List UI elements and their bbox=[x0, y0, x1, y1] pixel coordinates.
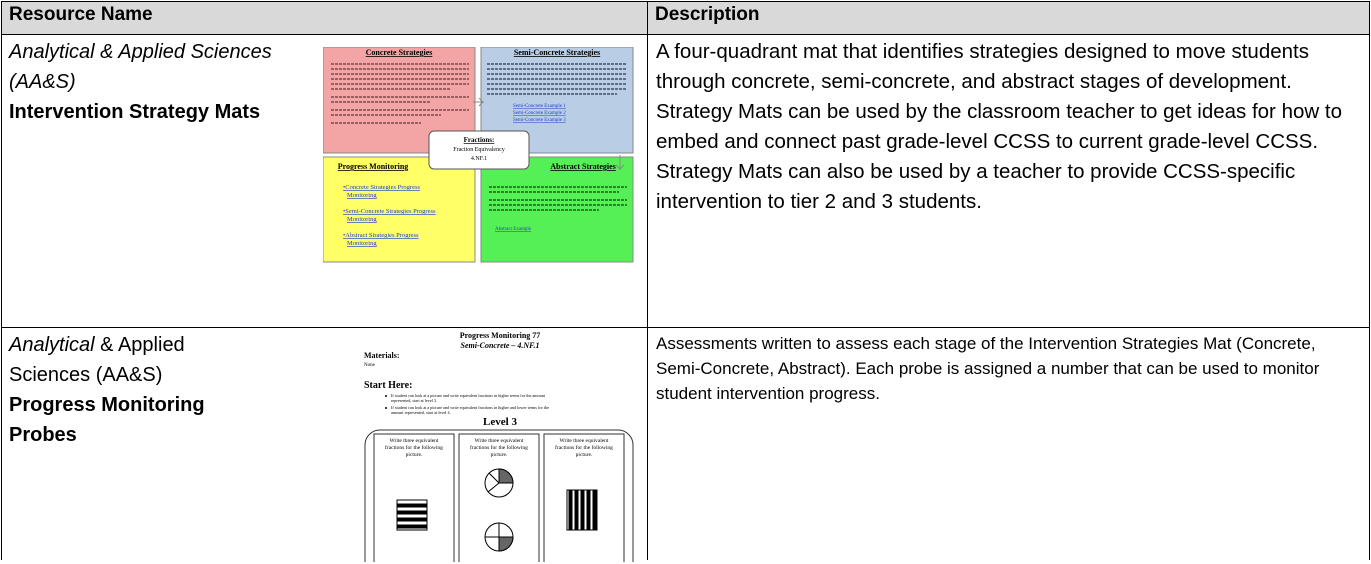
bullet-dot bbox=[385, 407, 387, 409]
filler-text bbox=[489, 186, 627, 211]
box-text: fractions for the following bbox=[470, 444, 528, 451]
header-cell: Description bbox=[647, 1, 1370, 35]
description-paragraph: A four-quadrant mat that identifies stra… bbox=[656, 40, 1309, 93]
link[interactable]: Abstract Example bbox=[495, 227, 532, 232]
label: Materials: bbox=[364, 351, 400, 360]
bullet-text: If student can look at a picture and wri… bbox=[391, 405, 549, 410]
link[interactable]: •Abstract Strategies Progress bbox=[343, 232, 419, 239]
arrow bbox=[473, 97, 485, 107]
row: Analytical & Applied Sciences (AA&S) Pro… bbox=[1, 327, 1370, 562]
description-paragraph: Strategy Mats can be used by the classro… bbox=[656, 100, 1342, 153]
quadrant-title: Concrete Strategies bbox=[366, 48, 433, 57]
box-text: fractions for the following bbox=[555, 444, 613, 451]
box bbox=[458, 433, 540, 562]
box-text: Write three equivalent bbox=[475, 438, 524, 444]
link[interactable]: •Semi-Concrete Strategies Progress bbox=[343, 208, 436, 215]
bars-picture bbox=[396, 499, 428, 531]
center-line: 4.NF.1 bbox=[471, 156, 487, 162]
box-text: Write three equivalent bbox=[390, 438, 439, 444]
link[interactable]: Semi-Concrete Example 3 bbox=[513, 118, 566, 123]
center-text: Fractions: Fraction Equivalency 4.NF.1 bbox=[453, 136, 504, 162]
name-bold: Progress Monitoring Probes bbox=[9, 394, 205, 446]
description-cell: Assessments written to assess each stage… bbox=[647, 327, 1370, 560]
name-bold: Intervention Strategy Mats bbox=[9, 101, 261, 123]
description-paragraph: Assessments written to assess each stage… bbox=[656, 334, 1320, 403]
center-line: Fractions: bbox=[464, 136, 495, 144]
link[interactable]: Monitoring bbox=[347, 216, 377, 223]
row: Analytical & Applied Sciences (AA&S) Int… bbox=[1, 34, 1370, 328]
arrow bbox=[615, 155, 625, 171]
name-italic: Analytical & Applied Sciences (AA&S) bbox=[9, 41, 272, 93]
header-row: Resource Name Description bbox=[1, 1, 1370, 35]
label: Start Here: bbox=[364, 380, 412, 391]
box-text: picture. bbox=[576, 452, 593, 458]
header-cell: Resource Name bbox=[1, 1, 648, 35]
vbars-picture bbox=[566, 489, 598, 531]
link[interactable]: Monitoring bbox=[347, 192, 377, 199]
bullets: If student can look at a picture and wri… bbox=[385, 393, 549, 416]
box-text: picture. bbox=[491, 452, 508, 458]
center-box bbox=[428, 130, 530, 170]
box bbox=[373, 433, 455, 562]
bullet-text: amount represented, start at level 4. bbox=[391, 410, 451, 416]
bullet-text: If student can look at a picture and wri… bbox=[391, 393, 546, 398]
filler-text bbox=[487, 63, 627, 95]
quadrant-title: Semi-Concrete Strategies bbox=[514, 48, 600, 57]
name-italic: Analytical bbox=[9, 334, 95, 356]
probe-title: Progress Monitoring 77 bbox=[460, 331, 541, 340]
name-cell: Analytical & Applied Sciences (AA&S) Pro… bbox=[1, 327, 648, 562]
pie-picture bbox=[484, 468, 514, 552]
bullet-dot bbox=[385, 395, 387, 397]
box-text: Write three equivalent bbox=[560, 438, 609, 444]
box-text: picture. bbox=[406, 452, 423, 458]
link[interactable]: •Concrete Strategies Progress bbox=[343, 184, 420, 191]
filler-text bbox=[331, 63, 469, 124]
level: Level 3 bbox=[483, 416, 517, 428]
resource-name: Analytical & Applied Sciences (AA&S) Int… bbox=[2, 35, 316, 129]
quadrant bbox=[323, 156, 476, 263]
links: Semi-Concrete Example 1 Semi-Concrete Exa… bbox=[513, 104, 566, 123]
links: •Concrete Strategies ProgressMonitoring•… bbox=[343, 184, 436, 247]
name-cell: Analytical & Applied Sciences (AA&S) Int… bbox=[1, 34, 648, 328]
link[interactable]: Semi-Concrete Example 2 bbox=[513, 111, 566, 116]
quadrant-title: Progress Monitoring bbox=[338, 162, 409, 171]
frame bbox=[364, 429, 634, 562]
name-plain: & Applied Sciences (AA&S) bbox=[9, 334, 185, 386]
box-text: fractions for the following bbox=[385, 444, 443, 451]
link[interactable]: Monitoring bbox=[347, 240, 377, 247]
strategy-mat-thumbnail: Concrete Strategies Semi-Concrete Strate… bbox=[323, 47, 634, 263]
box bbox=[543, 433, 625, 562]
bullet-text: represented, start at level 3. bbox=[391, 398, 437, 404]
description-cell: A four-quadrant mat that identifies stra… bbox=[647, 34, 1370, 328]
resource-name: Analytical & Applied Sciences (AA&S) Pro… bbox=[2, 328, 276, 452]
probe-thumbnail: Progress Monitoring 77 Semi-Concrete – 4… bbox=[364, 331, 634, 562]
probe-subtitle: Semi-Concrete – 4.NF.1 bbox=[461, 341, 540, 350]
link[interactable]: Semi-Concrete Example 1 bbox=[513, 104, 566, 109]
quadrant-title: Abstract Strategies bbox=[550, 162, 616, 171]
description-paragraph: Strategy Mats can also be used by a teac… bbox=[656, 160, 1296, 213]
value: None bbox=[364, 363, 376, 368]
center-line: Fraction Equivalency bbox=[453, 147, 504, 153]
